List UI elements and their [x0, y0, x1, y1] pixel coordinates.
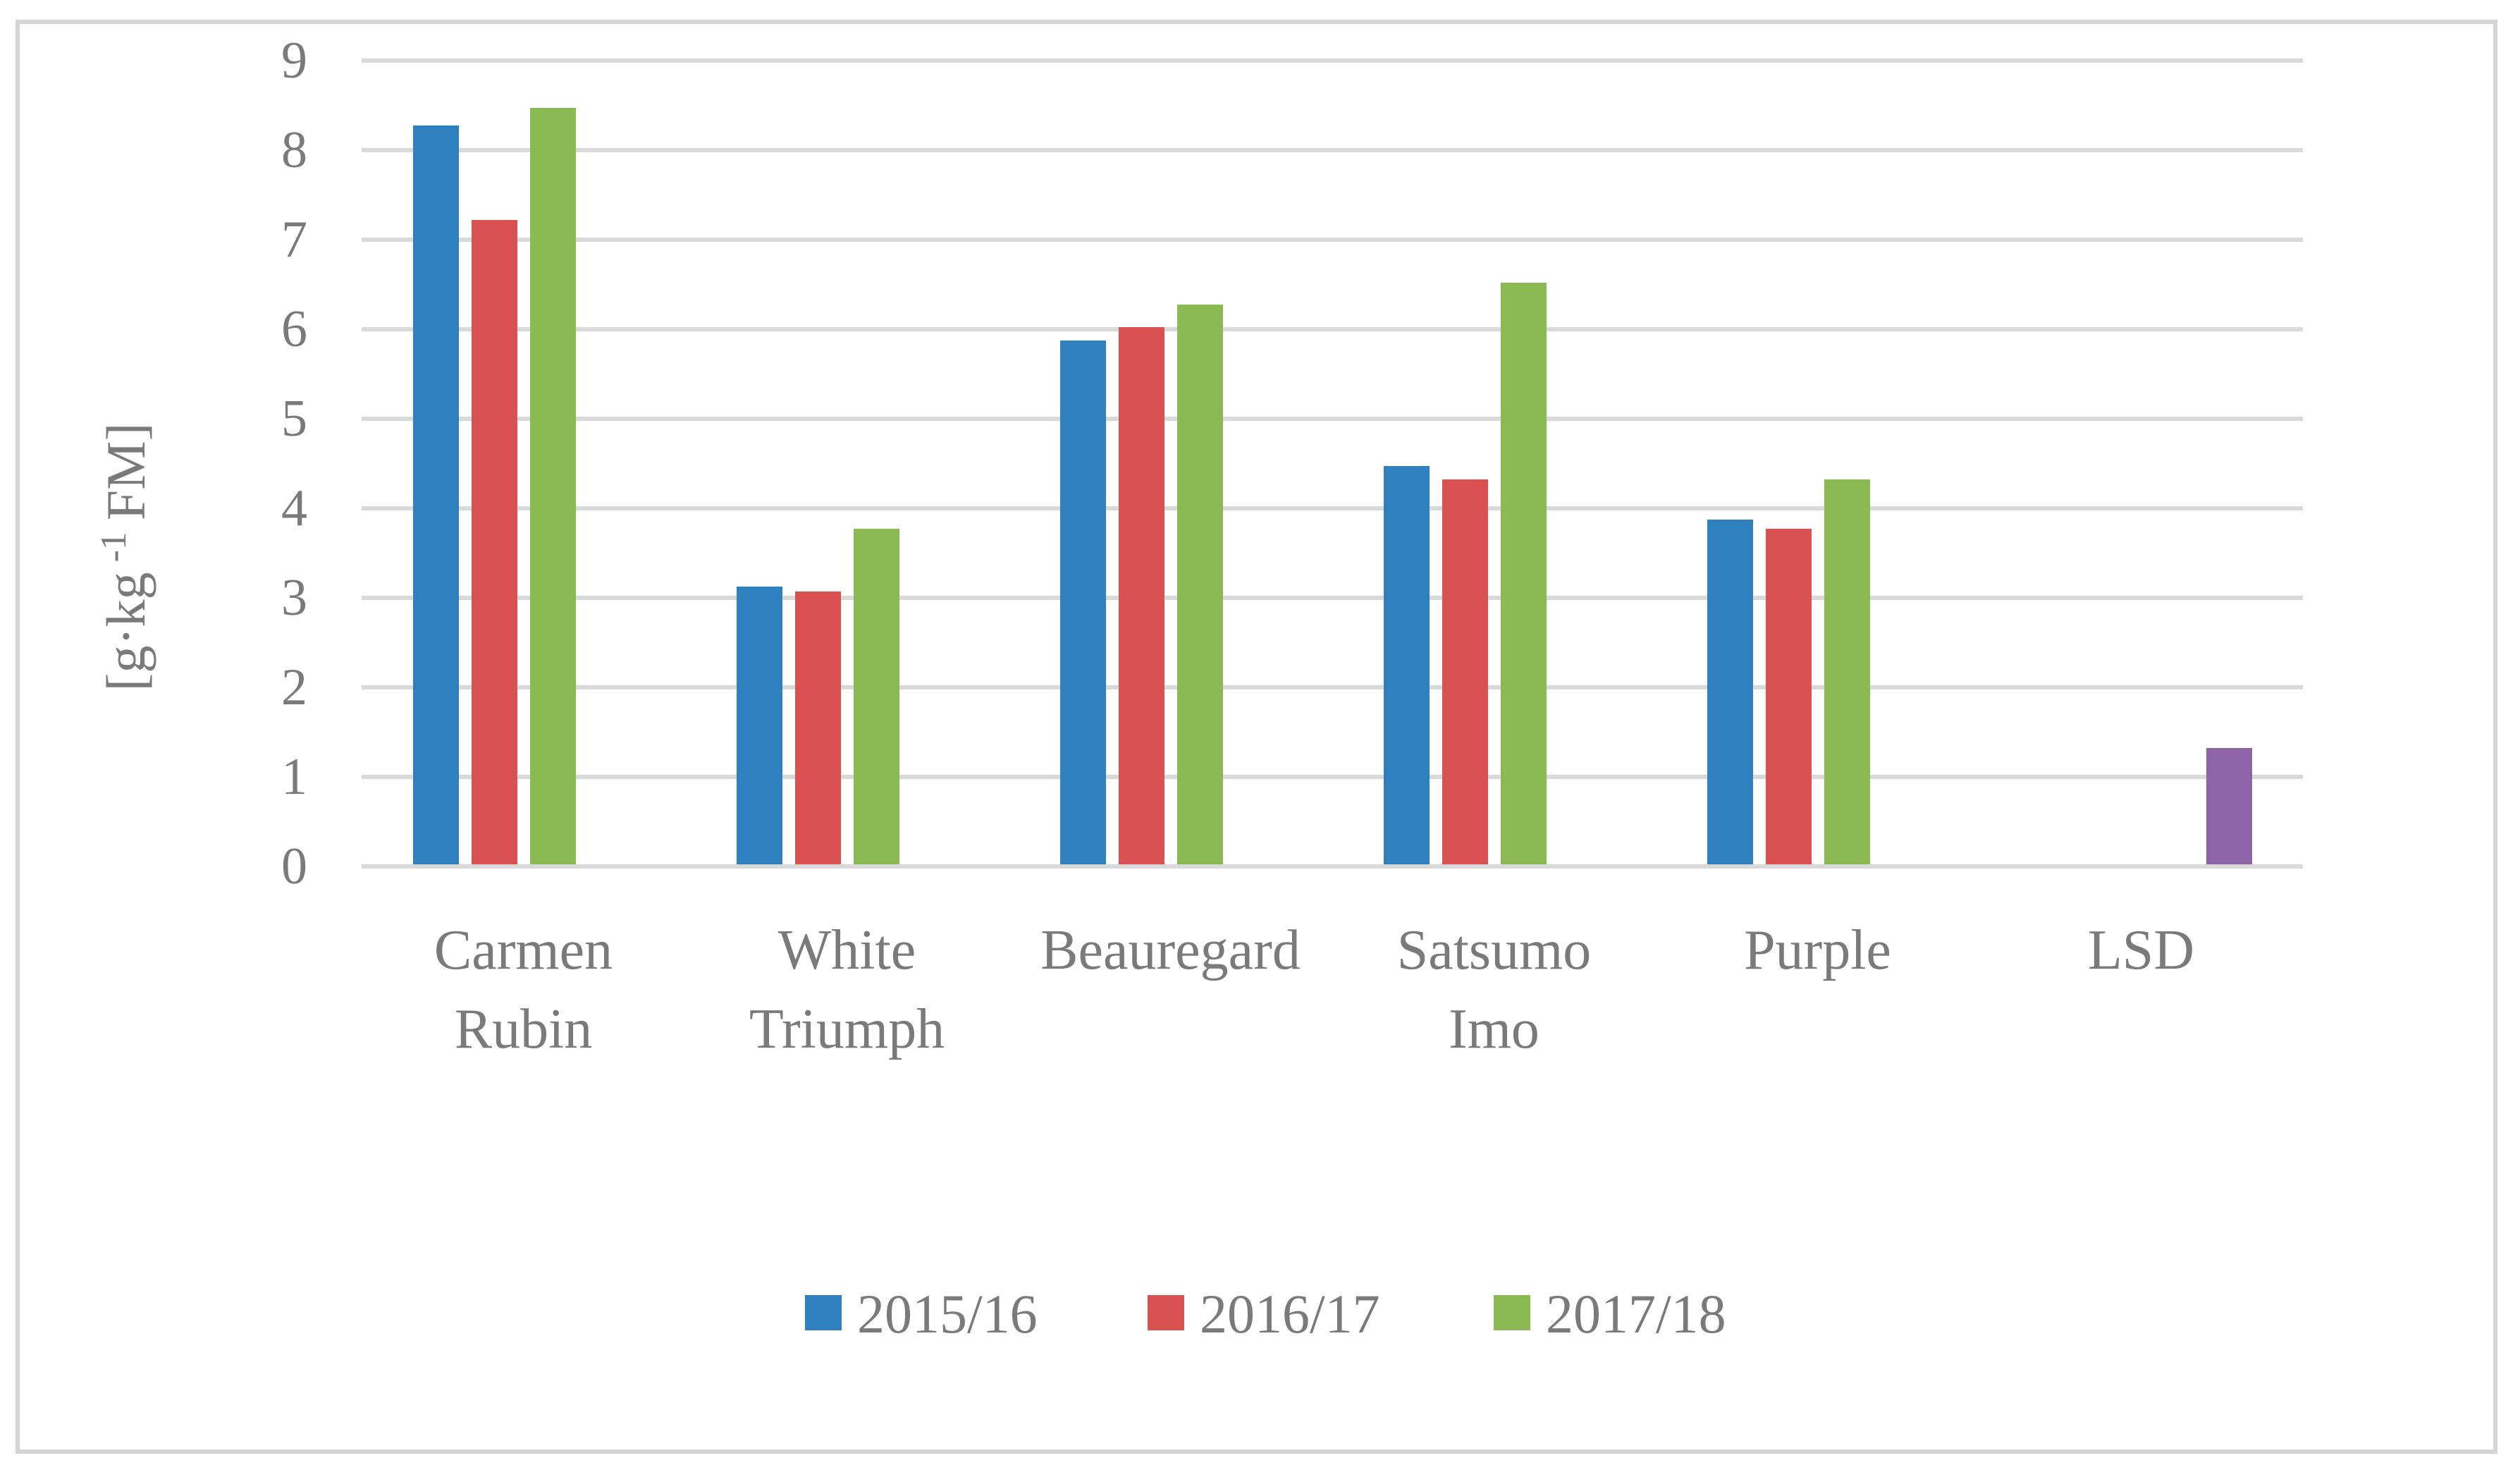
legend-label-2015-16: 2015/16: [857, 1283, 1038, 1344]
gridline: [362, 775, 2303, 779]
bar-2015-16-satsumo-imo: [1383, 465, 1430, 864]
y-tick-label: 5: [281, 390, 307, 448]
bar-2015-16-carmen-rubin: [412, 125, 459, 864]
x-category-label-purple: Purple: [1744, 919, 1891, 981]
y-axis-title-prefix: [g·kg: [95, 572, 156, 692]
gridline: [362, 59, 2303, 63]
bar-2015-16-purple: [1707, 520, 1753, 864]
bar-2017-18-carmen-rubin: [529, 107, 576, 864]
legend-label-2016-17: 2016/17: [1200, 1283, 1380, 1344]
y-tick-label: 2: [281, 658, 307, 716]
legend-swatch-2015-16: [805, 1295, 842, 1330]
x-category-label-lsd: LSD: [2087, 919, 2195, 981]
legend-swatch-2016-17: [1148, 1295, 1184, 1330]
x-category-label-beauregard: Beauregard: [1040, 919, 1301, 981]
gridline: [362, 596, 2303, 600]
gridline: [362, 238, 2303, 242]
x-category-label-carmen-rubin: Carmen Rubin: [434, 919, 613, 1060]
y-axis-title-suffix: FM]: [95, 422, 156, 521]
bar-2015-16-white-triumph: [736, 587, 782, 864]
y-tick-label: 7: [281, 211, 307, 269]
gridline: [362, 148, 2303, 152]
y-tick-label: 3: [281, 569, 307, 627]
y-tick-label: 0: [281, 838, 307, 895]
bar-2016-17-beauregard: [1118, 327, 1164, 864]
gridline: [362, 327, 2303, 331]
y-tick-label: 6: [281, 300, 307, 358]
bar-2016-17-white-triumph: [794, 591, 841, 864]
gridline: [362, 417, 2303, 421]
bar-2016-17-purple: [1765, 528, 1812, 864]
bar-LSD-lsd: [2206, 747, 2252, 864]
x-category-label-white-triumph: White Triumph: [749, 919, 945, 1060]
legend-swatch-2017-18: [1494, 1295, 1530, 1330]
y-tick-label: 1: [281, 748, 307, 806]
x-axis-line: [362, 864, 2303, 869]
bar-2016-17-carmen-rubin: [471, 219, 517, 864]
bar-2017-18-white-triumph: [853, 528, 899, 864]
bar-2016-17-satsumo-imo: [1442, 479, 1488, 864]
x-category-label-satsumo-imo: Satsumo Imo: [1396, 919, 1592, 1060]
gridline: [362, 506, 2303, 510]
y-axis-title-superscript: -1: [94, 532, 134, 563]
bar-2015-16-beauregard: [1059, 341, 1106, 864]
bar-2017-18-purple: [1824, 479, 1870, 864]
gridline: [362, 685, 2303, 690]
y-axis-title: [g·kg -1 FM]: [93, 423, 158, 692]
y-tick-label: 8: [281, 121, 307, 179]
chart-border: [16, 20, 2497, 1454]
bar-2017-18-satsumo-imo: [1500, 282, 1547, 864]
legend-label-2017-18: 2017/18: [1546, 1283, 1726, 1344]
y-tick-label: 4: [281, 479, 307, 537]
y-tick-label: 9: [281, 32, 307, 90]
bar-2017-18-beauregard: [1176, 305, 1223, 864]
